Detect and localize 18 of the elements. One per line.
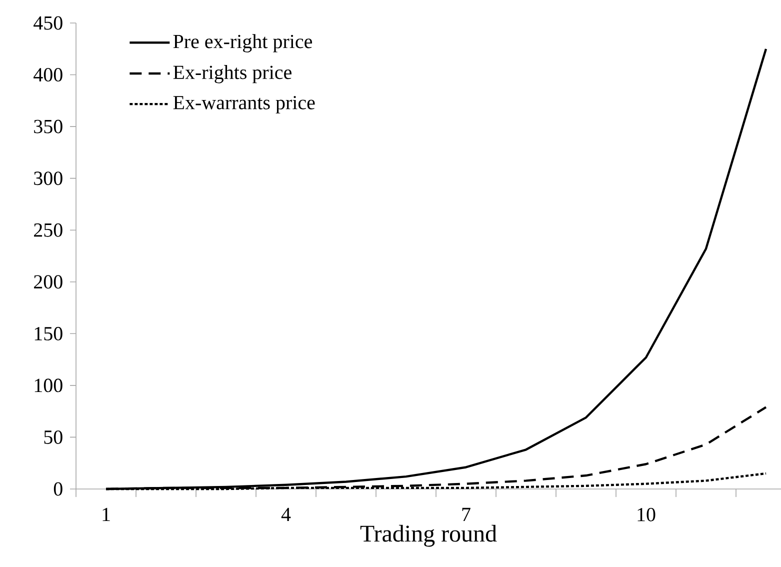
- x-axis-title: Trading round: [360, 524, 497, 547]
- legend-label: Pre ex-right price: [173, 34, 312, 52]
- y-tick-label: 250: [34, 223, 62, 237]
- x-tick-label: 4: [281, 508, 291, 522]
- y-tick-label: 200: [34, 275, 62, 289]
- y-tick-label: 50: [44, 430, 62, 444]
- y-tick-label: 100: [34, 378, 62, 392]
- y-tick-label: 400: [34, 68, 62, 82]
- y-tick-label: 300: [34, 172, 62, 186]
- x-tick-label: 10: [638, 508, 656, 522]
- y-tick-label: 150: [34, 326, 62, 340]
- legend-label: Ex-rights price: [173, 65, 292, 84]
- y-tick-label: 0: [54, 482, 62, 496]
- x-tick-label: 1: [102, 508, 110, 522]
- x-tick-label: 7: [462, 508, 470, 521]
- y-tick-label: 450: [34, 16, 62, 30]
- y-tick-label: 350: [34, 120, 62, 134]
- legend-label: Ex-warrants price: [173, 96, 315, 114]
